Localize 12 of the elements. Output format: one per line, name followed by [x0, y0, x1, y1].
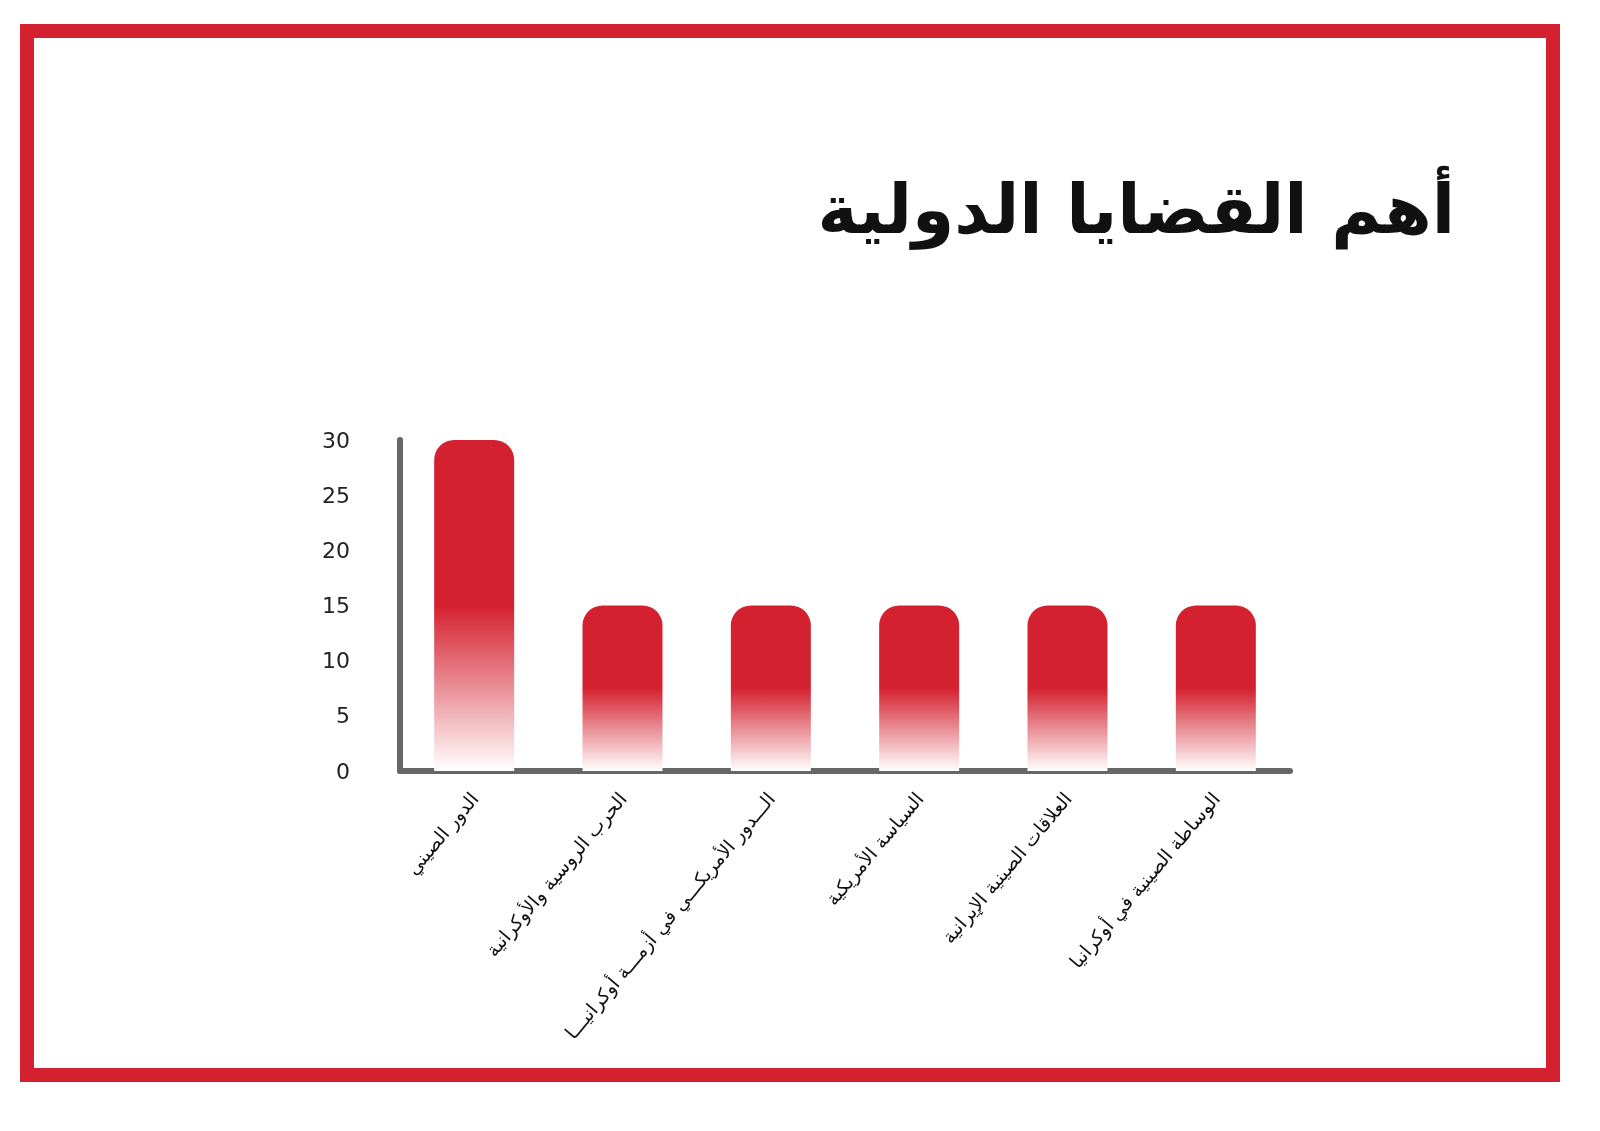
y-tick-label: 30 — [322, 427, 350, 453]
chart-title: أهم القضايا الدولية — [817, 164, 1455, 250]
y-tick-label: 0 — [336, 758, 350, 784]
y-tick-label: 10 — [322, 648, 350, 674]
x-tick-label: السياسة الأمريكية — [820, 787, 929, 911]
x-tick-label: الحرب الروسية والأوكرانية — [481, 787, 632, 962]
y-tick-label: 25 — [322, 482, 350, 508]
x-tick-label: الدور الصيني — [401, 787, 484, 880]
y-tick-label: 20 — [322, 537, 350, 563]
x-tick-label: العلاقات الصينية الإيرانية — [937, 787, 1077, 949]
y-tick-label: 5 — [336, 703, 350, 729]
y-tick-label: 15 — [322, 593, 350, 618]
